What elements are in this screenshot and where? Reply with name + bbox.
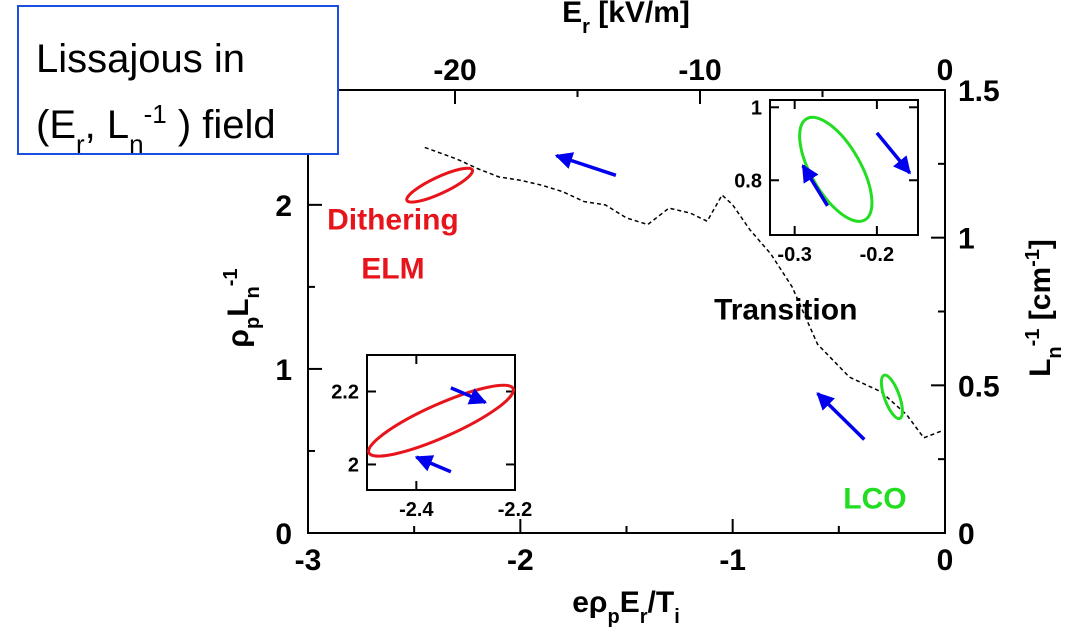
x-tick-label: -2 [507, 544, 534, 577]
inset-arrow [875, 131, 912, 175]
inset-ellipse [367, 383, 515, 458]
x-tick-label: 0 [937, 544, 954, 577]
inset-x-tick-label: -2.2 [498, 499, 532, 521]
inset-y-tick-label: 2.2 [331, 381, 359, 403]
text-box-frame [17, 5, 339, 155]
inset-x-tick-label: -0.3 [777, 244, 811, 266]
inset-x-tick-label: -2.4 [399, 499, 434, 521]
right-axis-title: Ln-1 [cm-1] [1022, 239, 1066, 377]
annotation: ELM [361, 253, 424, 286]
right-tick-label: 1 [958, 223, 975, 256]
inset-arrow [414, 455, 452, 474]
direction-arrow [554, 152, 617, 177]
series-ellipse-lco [879, 373, 904, 421]
top-tick-label: -10 [678, 54, 721, 87]
top-tick-label: 0 [937, 54, 954, 87]
left-axis-title: ρpLn-1 [220, 268, 264, 347]
y-tick-label: 2 [275, 190, 292, 223]
x-tick-label: -3 [295, 544, 322, 577]
text-box-line2: (Er, Ln-1 ) field [36, 99, 276, 159]
right-tick-label: 0 [958, 518, 975, 551]
top-tick-label: -20 [433, 54, 476, 87]
inset-y-tick-label: 2 [348, 454, 359, 476]
series-ellipse-dithering-elm [405, 166, 475, 204]
right-tick-label: 1.5 [958, 75, 1000, 108]
text-box-line1: Lissajous in [36, 37, 245, 81]
inset-lco: -0.3 -0.2 0.8 1 [734, 97, 919, 266]
inset-y-tick-label: 0.8 [734, 170, 762, 192]
series-line-transition [424, 146, 942, 439]
annotation: Transition [714, 294, 857, 327]
bottom-axis-title: eρpEr/Ti [572, 586, 680, 627]
inset-dithering: -2.4 -2.2 2 2.2 [331, 354, 532, 521]
annotation: Dithering [327, 203, 459, 236]
direction-arrow [816, 392, 866, 441]
top-axis-title: Er [kV/m] [562, 0, 690, 38]
annotation: LCO [843, 482, 906, 515]
y-tick-label: 1 [275, 354, 292, 387]
main-series: Dithering ELM Transition LCO [327, 146, 942, 515]
inset-x-tick-label: -0.2 [860, 244, 894, 266]
x-tick-label: -1 [719, 544, 746, 577]
inset-y-tick-label: 1 [751, 97, 762, 119]
inset-frame [366, 354, 516, 491]
inset-arrow [801, 164, 830, 207]
inset-arrow [450, 386, 488, 405]
right-tick-label: 0.5 [958, 370, 1000, 403]
y-tick-label: 0 [275, 518, 292, 551]
